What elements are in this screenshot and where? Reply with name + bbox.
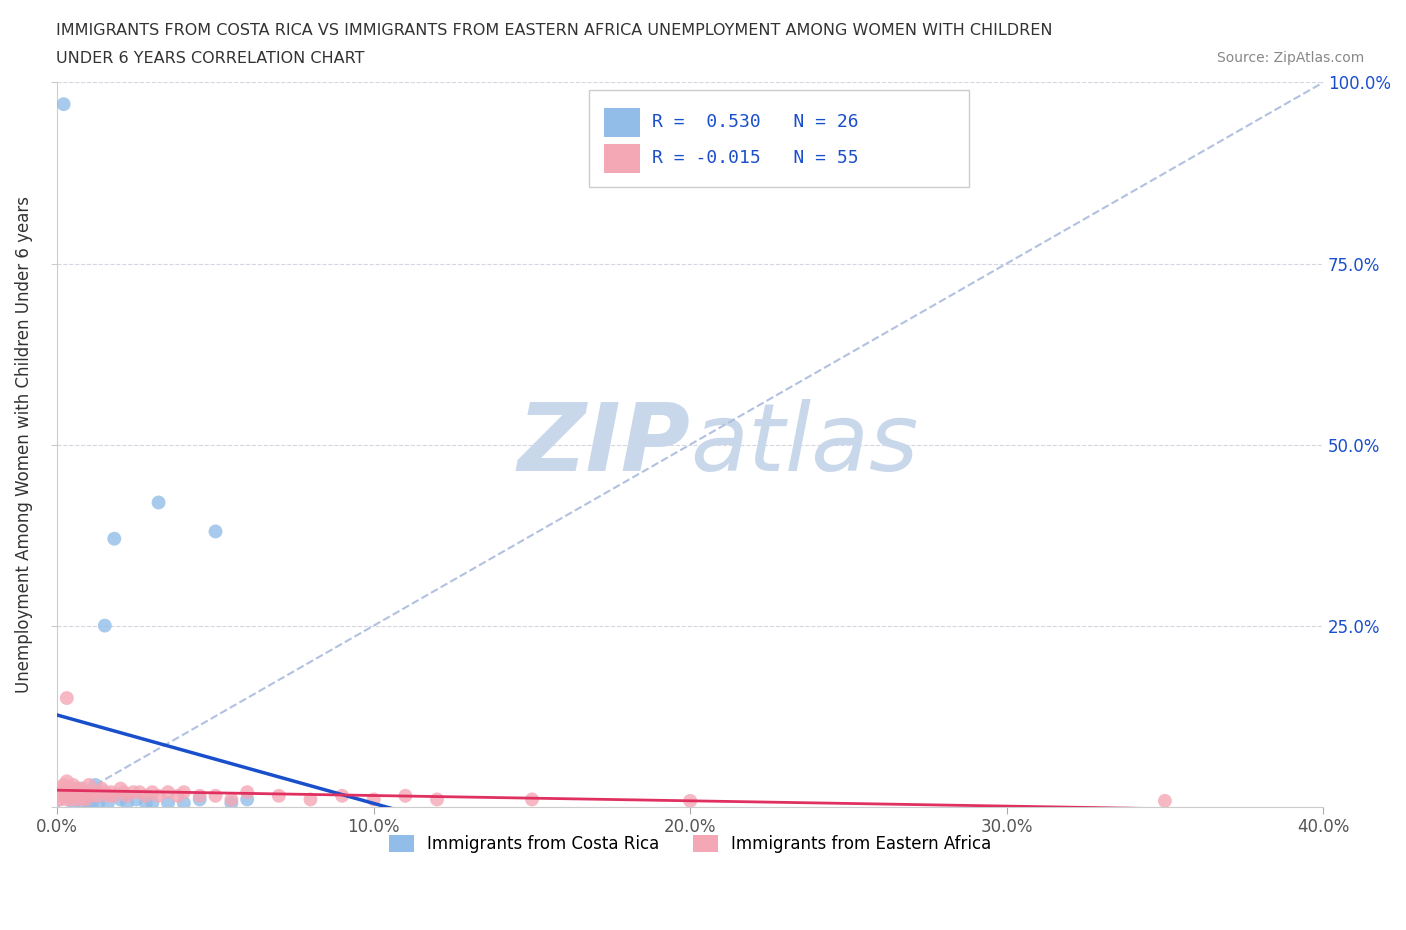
Point [110, 792, 132, 807]
Point [52, 785, 75, 800]
Point [82, 795, 104, 810]
Point [148, 495, 170, 510]
Point [100, 785, 122, 800]
Point [90, 781, 112, 796]
Point [46, 781, 69, 796]
Point [135, 795, 157, 810]
Point [65, 789, 87, 804]
Point [112, 785, 135, 800]
Point [148, 789, 170, 804]
FancyBboxPatch shape [589, 89, 969, 188]
Point [84, 785, 107, 800]
Point [141, 795, 163, 810]
Point [75, 792, 97, 807]
Point [72, 795, 94, 810]
Point [56, 774, 79, 789]
Point [94, 618, 117, 633]
Y-axis label: Unemployment Among Women with Children Under 6 years: Unemployment Among Women with Children U… [15, 196, 32, 693]
Point [62, 785, 84, 800]
Point [59, 781, 82, 796]
Point [62, 795, 84, 810]
Text: ZIP: ZIP [517, 399, 690, 490]
Point [394, 789, 416, 804]
Point [1154, 793, 1177, 808]
Point [56, 792, 79, 807]
Point [520, 792, 543, 807]
Point [72, 781, 94, 796]
Point [157, 785, 180, 800]
Point [103, 531, 125, 546]
Point [62, 792, 84, 807]
Text: IMMIGRANTS FROM COSTA RICA VS IMMIGRANTS FROM EASTERN AFRICA UNEMPLOYMENT AMONG : IMMIGRANTS FROM COSTA RICA VS IMMIGRANTS… [56, 23, 1053, 38]
Point [52, 97, 75, 112]
Point [204, 524, 226, 538]
Point [236, 792, 259, 807]
Point [72, 789, 94, 804]
Point [204, 789, 226, 804]
Point [52, 777, 75, 792]
Bar [605, 108, 640, 137]
Point [173, 795, 195, 810]
Point [97, 795, 120, 810]
Point [221, 795, 243, 810]
Point [330, 789, 353, 804]
Point [75, 792, 97, 807]
Point [221, 792, 243, 807]
Point [59, 789, 82, 804]
Point [299, 792, 322, 807]
Point [115, 789, 138, 804]
Point [122, 785, 145, 800]
Point [52, 785, 75, 800]
Text: Source: ZipAtlas.com: Source: ZipAtlas.com [1216, 51, 1364, 65]
Point [94, 785, 117, 800]
Point [173, 785, 195, 800]
Text: R =  0.530   N = 26: R = 0.530 N = 26 [652, 113, 859, 131]
Point [87, 789, 110, 804]
Point [188, 789, 211, 804]
Point [97, 789, 120, 804]
Point [77, 795, 100, 810]
Point [62, 777, 84, 792]
Point [115, 795, 138, 810]
Point [679, 793, 702, 808]
Point [69, 781, 91, 796]
Point [188, 792, 211, 807]
Point [128, 785, 150, 800]
Bar [605, 144, 640, 173]
Point [77, 785, 100, 800]
Point [69, 785, 91, 800]
Point [65, 781, 87, 796]
Point [135, 789, 157, 804]
Point [363, 792, 385, 807]
Point [125, 792, 148, 807]
Point [49, 792, 72, 807]
Text: R = -0.015   N = 55: R = -0.015 N = 55 [652, 150, 859, 167]
Point [56, 781, 79, 796]
Text: UNDER 6 YEARS CORRELATION CHART: UNDER 6 YEARS CORRELATION CHART [56, 51, 364, 66]
Point [87, 795, 110, 810]
Point [157, 795, 180, 810]
Point [267, 789, 290, 804]
Point [166, 789, 188, 804]
Point [110, 781, 132, 796]
Point [426, 792, 449, 807]
Text: atlas: atlas [690, 399, 918, 490]
Point [56, 789, 79, 804]
Point [82, 789, 104, 804]
Point [103, 789, 125, 804]
Point [56, 691, 79, 706]
Point [84, 777, 107, 792]
Legend: Immigrants from Costa Rica, Immigrants from Eastern Africa: Immigrants from Costa Rica, Immigrants f… [382, 829, 998, 860]
Point [49, 789, 72, 804]
Point [69, 792, 91, 807]
Point [236, 785, 259, 800]
Point [77, 777, 100, 792]
Point [141, 785, 163, 800]
